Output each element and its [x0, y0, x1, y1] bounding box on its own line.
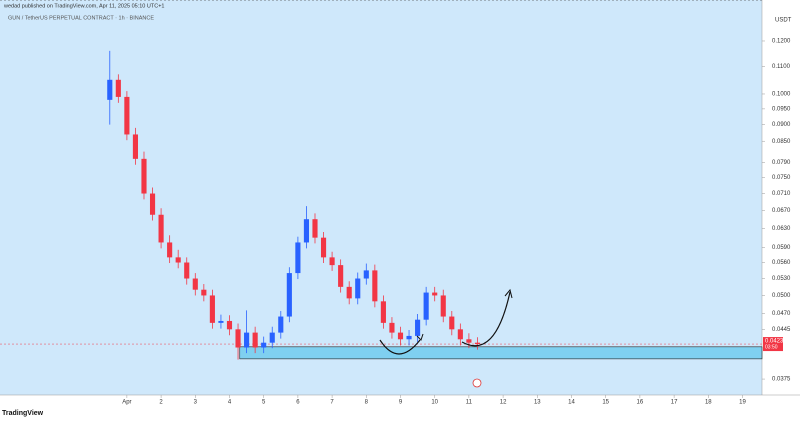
candle-body	[363, 270, 369, 279]
symbol: GUN / TetherUS PERPETUAL CONTRACT · 1h ·…	[8, 15, 154, 21]
candle-body	[226, 320, 233, 330]
candle-body	[149, 193, 156, 215]
arrow-head	[416, 333, 424, 341]
zone	[239, 346, 763, 360]
candle-body	[124, 96, 130, 135]
candle-body	[423, 292, 429, 320]
x-tick-label: 13	[534, 400, 541, 406]
candle-body	[269, 332, 275, 343]
logo: TradingView	[2, 410, 44, 417]
y-tick-label: 0.0950	[772, 106, 791, 112]
candle-body	[286, 273, 292, 317]
y-tick-label: 0.0630	[772, 226, 791, 232]
candle-body	[184, 262, 190, 279]
candle-body	[167, 242, 173, 258]
last-price: 0.0423	[765, 339, 784, 345]
y-tick-label: 0.0590	[772, 245, 791, 251]
candle-body	[218, 320, 224, 323]
y-tick-label: 0.0500	[772, 293, 791, 299]
y-tick-label: 0.0790	[772, 160, 791, 166]
candle-body	[175, 257, 181, 263]
arc	[379, 339, 421, 355]
candle-body	[278, 316, 284, 333]
x-tick-label: 14	[568, 400, 575, 406]
candle-body	[320, 237, 327, 258]
y-tick-label: 0.0670	[772, 208, 791, 214]
candle-body	[192, 278, 198, 290]
y-tick-label: 0.1200	[772, 39, 791, 45]
currency: USDT	[775, 18, 792, 24]
y-tick-label: 0.0710	[772, 191, 791, 197]
arrow-head	[504, 288, 513, 299]
price-axis	[762, 0, 800, 395]
candle-body	[415, 319, 421, 336]
candle-body	[466, 339, 472, 343]
last-price-box	[763, 337, 783, 352]
layer	[0, 0, 763, 360]
candle-body	[372, 270, 378, 302]
candle-body	[295, 242, 301, 274]
event-icon[interactable]	[472, 378, 482, 388]
candle-body	[449, 316, 455, 330]
candle-body	[389, 322, 395, 333]
candle-body	[338, 265, 344, 287]
publisher: wedad published on TradingView.com, Apr …	[3, 3, 164, 9]
x-tick-label: 5	[262, 400, 266, 406]
candle-body	[132, 134, 139, 159]
y-tick-label: 0.0530	[772, 276, 791, 282]
x-tick-label: 3	[194, 400, 198, 406]
x-tick-label: 11	[466, 400, 473, 406]
y-tick-label: 0.1000	[772, 92, 791, 98]
candle-body	[380, 301, 386, 323]
y-tick-label: 0.0900	[772, 122, 791, 128]
candle-body	[355, 278, 361, 299]
candle-body	[406, 335, 412, 340]
y-tick-label: 0.0445	[772, 327, 791, 333]
candle-body	[432, 292, 438, 296]
y-tick-label: 0.0560	[772, 260, 791, 266]
candle-body	[252, 332, 258, 348]
candle-body	[303, 219, 310, 243]
x-tick-label: 12	[500, 400, 507, 406]
x-tick-label: 10	[431, 400, 438, 406]
x-tick-label: 9	[399, 400, 403, 406]
x-tick-label: 4	[228, 400, 232, 406]
x-tick-label: 7	[330, 400, 334, 406]
candle-body	[457, 329, 463, 340]
candle-body	[312, 219, 318, 238]
plot-background	[0, 0, 762, 395]
x-tick-label: Apr	[122, 400, 131, 406]
candle-body	[261, 342, 267, 348]
countdown: 03:50	[765, 344, 778, 350]
candle-body	[329, 257, 335, 266]
x-tick-label: 15	[602, 400, 609, 406]
y-tick-label: 0.0470	[772, 311, 791, 317]
x-tick-label: 2	[159, 400, 163, 406]
candle-body	[440, 295, 446, 317]
candle-body	[209, 295, 215, 323]
candle-body	[474, 342, 481, 345]
x-tick-label: 6	[296, 400, 300, 406]
candle-body	[141, 158, 147, 194]
candle-body	[115, 79, 121, 97]
y-tick-label: 0.0850	[772, 139, 791, 145]
x-tick-label: 16	[637, 400, 644, 406]
candle-body	[244, 332, 250, 348]
arc	[461, 291, 511, 347]
candle-body	[346, 286, 352, 299]
y-tick-label: 0.1100	[772, 64, 791, 70]
y-tick-label: 0.0750	[772, 175, 791, 181]
candle-body	[397, 332, 404, 340]
candle-body	[201, 289, 207, 296]
y-tick-label: 0.0375	[772, 377, 791, 383]
candle-body	[107, 79, 113, 100]
x-tick-label: 8	[365, 400, 369, 406]
x-tick-label: 19	[739, 400, 746, 406]
x-tick-label: 18	[705, 400, 712, 406]
candle-body	[158, 214, 164, 243]
candle-body	[235, 329, 241, 348]
x-tick-label: 17	[671, 400, 678, 406]
